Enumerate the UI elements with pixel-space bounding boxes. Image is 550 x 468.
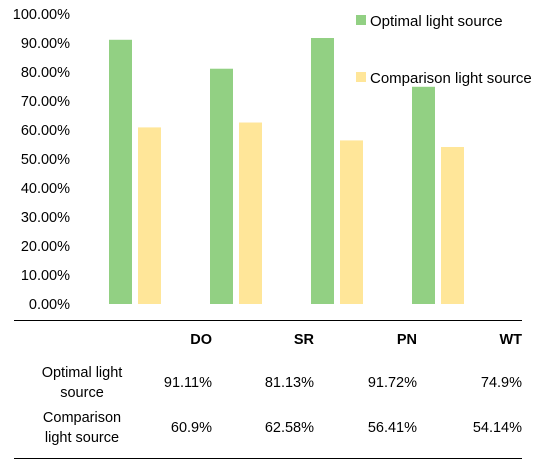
bar-chart: 0.00% 10.00% 20.00% 30.00% 40.00% 50.00% 60.00… [13,7,532,313]
y-tick-label: 70.00% [21,94,70,110]
table-cell: 60.9% [170,419,212,436]
bar-wt-optimal [412,86,435,304]
bar-do-comparison [138,127,161,304]
row-label-optimal: Optimal light source [14,360,150,405]
y-tick-label: 40.00% [21,181,70,197]
table-header-do: DO [190,332,212,348]
bar-sr-optimal [210,68,233,305]
table-cell: 91.11% [163,374,212,391]
table-header-sr: SR [293,332,314,348]
table-bottom-rule [14,458,522,459]
row-label-comparison: Comparison light source [14,405,150,450]
table-cell: 62.58% [264,419,314,436]
data-table: DO SR PN WT Optimal light source 91.11% 8… [14,320,522,450]
legend-label-optimal: Optimal light source [370,13,503,30]
y-tick-label: 50.00% [21,152,70,168]
table-cell: 56.41% [367,419,417,436]
legend-swatch-comparison [356,72,366,82]
table-header-row: DO SR PN WT [14,320,522,360]
table-row: Comparison light source 60.9% 62.58% 56.4… [14,405,522,450]
y-tick-label: 90.00% [21,36,70,52]
y-tick-label: 0.00% [29,297,70,313]
y-tick-label: 10.00% [21,268,70,284]
bar-do-optimal [109,39,132,304]
y-tick-label: 80.00% [21,65,70,81]
y-axis-tick-labels: 0.00% 10.00% 20.00% 30.00% 40.00% 50.00% 60.00… [13,7,70,313]
y-tick-label: 60.00% [21,123,70,139]
row-label-line: source [60,384,104,401]
y-tick-label: 30.00% [21,210,70,226]
row-label-line: light source [44,429,120,446]
legend-swatch-optimal [356,15,366,25]
y-tick-label: 100.00% [13,7,70,23]
legend-label-comparison: Comparison light source [370,70,532,87]
table-row: Optimal light source 91.11% 81.13% 91.72%… [14,360,522,405]
bars [109,38,464,305]
table-header-wt: WT [499,332,522,348]
bar-pn-optimal [311,38,334,305]
y-tick-label: 20.00% [21,239,70,255]
legend: Optimal light source Comparison light so… [356,13,532,87]
table-cell: 74.9% [480,374,522,391]
table-top-rule [14,320,522,321]
table-cell: 91.72% [367,374,417,391]
table-header-pn: PN [396,332,417,348]
bar-sr-comparison [239,122,262,304]
table-cell: 54.14% [472,419,522,436]
row-label-line: Optimal light [41,364,123,381]
bar-wt-comparison [441,146,464,304]
bar-pn-comparison [340,140,363,304]
table-cell: 81.13% [264,374,314,391]
row-label-line: Comparison [42,409,122,426]
table-corner [14,320,150,360]
